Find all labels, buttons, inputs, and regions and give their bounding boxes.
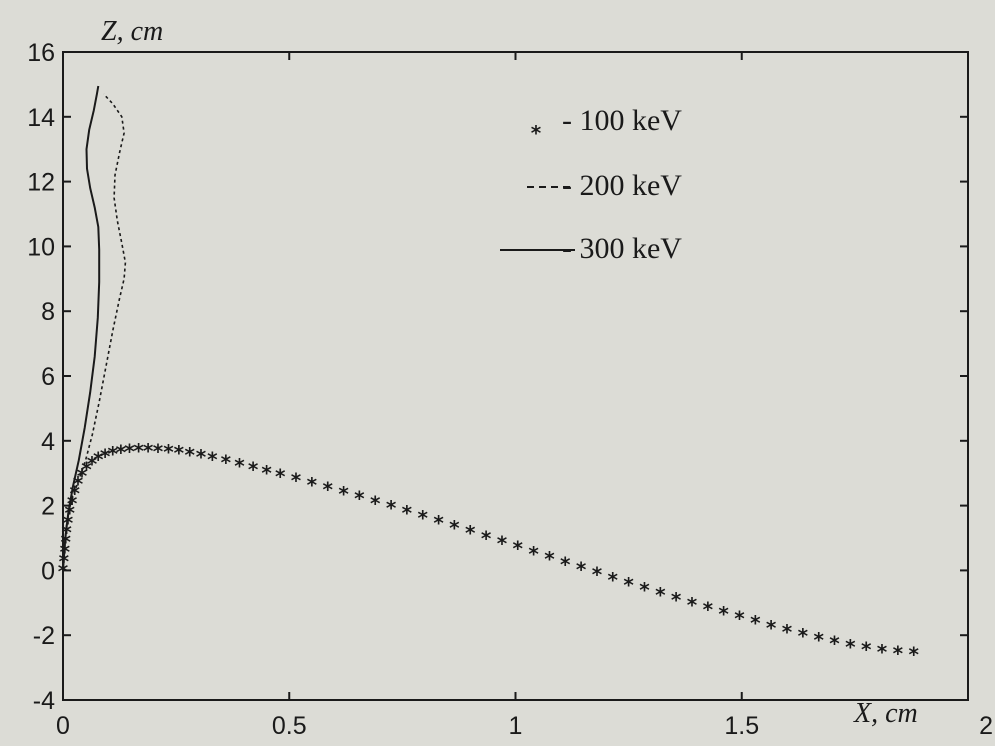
data-point-100kev: *: [67, 491, 78, 515]
x-axis-ticks: 0 0.5 1 1.5 2: [56, 52, 993, 740]
y-tick-label: 12: [27, 169, 55, 197]
data-point-100kev: *: [734, 607, 745, 631]
data-point-100kev: *: [261, 461, 272, 485]
data-point-100kev: *: [65, 501, 76, 525]
x-tick-label: 1.5: [724, 712, 759, 740]
data-point-100kev: *: [829, 632, 840, 656]
data-point-100kev: *: [87, 452, 98, 476]
x-tick-label: 2: [979, 712, 993, 740]
data-point-100kev: *: [893, 641, 904, 665]
data-point-100kev: *: [782, 620, 793, 644]
data-point-100kev: *: [291, 469, 302, 493]
data-point-100kev: *: [275, 464, 286, 488]
data-point-100kev: *: [639, 578, 650, 602]
data-point-100kev: *: [623, 573, 634, 597]
y-tick-label: 6: [41, 363, 55, 391]
data-point-100kev: *: [77, 464, 88, 488]
series-layer: ******************* * * * * * * * * * * * * * * * * * * * * *…: [58, 85, 920, 667]
data-point-100kev: *: [153, 440, 164, 464]
data-point-100kev: *: [402, 501, 413, 525]
data-point-100kev: *: [544, 547, 555, 571]
data-point-100kev: *: [73, 472, 84, 496]
data-point-100kev: *: [174, 441, 185, 465]
data-point-100kev: *: [307, 473, 318, 497]
y-tick-label: 10: [27, 233, 55, 261]
x-tick-label: 0.5: [272, 712, 307, 740]
data-point-100kev: *: [93, 448, 104, 472]
y-axis-ticks: -4 -2 0 2 4 6 8 10 12 14 16: [27, 39, 968, 715]
data-point-100kev: *: [221, 451, 232, 475]
data-point-100kev: *: [592, 563, 603, 587]
data-point-100kev: *: [449, 516, 460, 540]
data-point-100kev: *: [718, 602, 729, 626]
data-point-100kev: *: [497, 532, 508, 556]
data-point-100kev: *: [184, 443, 195, 467]
data-point-100kev: *: [108, 442, 119, 466]
legend-label: - 200 keV: [562, 169, 682, 202]
data-point-100kev: *: [798, 624, 809, 648]
plot-border: [62, 51, 969, 701]
data-point-100kev: *: [750, 611, 761, 635]
data-point-100kev: *: [143, 439, 154, 463]
series-300kev-line: [62, 85, 101, 571]
data-point-100kev: *: [671, 588, 682, 612]
data-point-100kev: *: [608, 568, 619, 592]
data-point-100kev: *: [766, 616, 777, 640]
data-point-100kev: *: [845, 635, 856, 659]
data-point-100kev: *: [560, 552, 571, 576]
data-point-100kev: *: [418, 506, 429, 530]
x-axis-label: X, cm: [853, 698, 918, 729]
data-point-100kev: *: [877, 640, 888, 664]
x-tick-label: 1: [509, 712, 523, 740]
data-point-100kev: *: [234, 454, 245, 478]
legend-marker-100kev: *: [531, 121, 542, 145]
data-point-100kev: *: [655, 583, 666, 607]
data-point-100kev: *: [576, 557, 587, 581]
series-200kev-line: [62, 93, 127, 571]
y-tick-label: -4: [33, 687, 55, 715]
data-point-100kev: *: [338, 482, 349, 506]
data-point-100kev: *: [703, 598, 714, 622]
y-tick-label: 2: [41, 493, 55, 521]
data-point-100kev: *: [116, 440, 127, 464]
data-point-100kev: *: [813, 628, 824, 652]
y-tick-label: 0: [41, 557, 55, 585]
series-100kev-markers: ******************* * * * * * * * * * * * * * * * * * * * * *…: [58, 439, 920, 666]
data-point-100kev: *: [133, 439, 144, 463]
data-point-100kev: *: [481, 526, 492, 550]
data-point-100kev: *: [196, 445, 207, 469]
y-tick-label: -2: [33, 622, 55, 650]
data-point-100kev: *: [124, 440, 135, 464]
data-point-100kev: *: [861, 637, 872, 661]
data-point-100kev: *: [687, 593, 698, 617]
data-point-100kev: *: [100, 444, 111, 468]
data-point-100kev: *: [354, 487, 365, 511]
data-point-100kev: *: [248, 457, 259, 481]
data-point-100kev: *: [70, 482, 81, 506]
data-point-100kev: *: [370, 491, 381, 515]
data-point-100kev: *: [433, 511, 444, 535]
x-tick-label: 0: [56, 712, 70, 740]
plot-frame: [62, 51, 969, 701]
data-point-100kev: *: [386, 496, 397, 520]
data-point-100kev: *: [163, 440, 174, 464]
data-point-100kev: *: [465, 521, 476, 545]
data-point-100kev: *: [81, 457, 92, 481]
y-tick-label: 8: [41, 298, 55, 326]
y-tick-label: 16: [27, 39, 55, 67]
data-point-100kev: *: [207, 448, 218, 472]
y-tick-label: 14: [27, 104, 55, 132]
data-point-100kev: *: [513, 537, 524, 561]
data-point-100kev: *: [58, 559, 69, 583]
data-point-100kev: *: [528, 542, 539, 566]
data-point-100kev: *: [908, 643, 919, 667]
legend-label: - 100 keV: [562, 104, 682, 137]
data-point-100kev: *: [322, 477, 333, 501]
y-axis-label: Z, cm: [101, 16, 163, 47]
legend: * - 100 keV - 200 keV - 300 keV: [500, 104, 682, 265]
data-point-100kev: *: [63, 511, 74, 535]
y-tick-label: 4: [41, 428, 55, 456]
legend-label: - 300 keV: [562, 232, 682, 265]
